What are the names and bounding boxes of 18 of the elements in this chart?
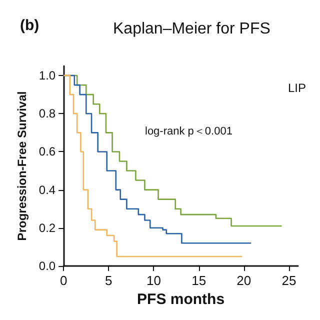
- y-tick-label: 1.0: [38, 68, 56, 83]
- x-tick-label: 20: [236, 273, 252, 288]
- x-axis-title: PFS months: [137, 291, 225, 308]
- legend-title: LIP: [288, 81, 306, 95]
- text: (b): [20, 17, 40, 34]
- y-tick-label: 0.4: [38, 182, 56, 197]
- x-tick-label: 25: [282, 273, 296, 288]
- x-tick-label: 5: [105, 273, 112, 288]
- y-tick-label: 0.0: [38, 259, 56, 273]
- x-tick-label: 0: [60, 273, 68, 288]
- x-tick-label: 15: [192, 273, 206, 288]
- y-tick-label: 0.8: [38, 106, 56, 121]
- annotation: log-rank p＜0.001: [145, 126, 232, 138]
- x-tick-label: 10: [146, 273, 161, 288]
- y-axis-title: Progression-Free Survival: [15, 91, 29, 241]
- y-tick-label: 0.2: [38, 220, 56, 235]
- chart-title: Kaplan–Meier for PFS: [113, 20, 270, 38]
- y-tick-label: 0.6: [38, 144, 56, 159]
